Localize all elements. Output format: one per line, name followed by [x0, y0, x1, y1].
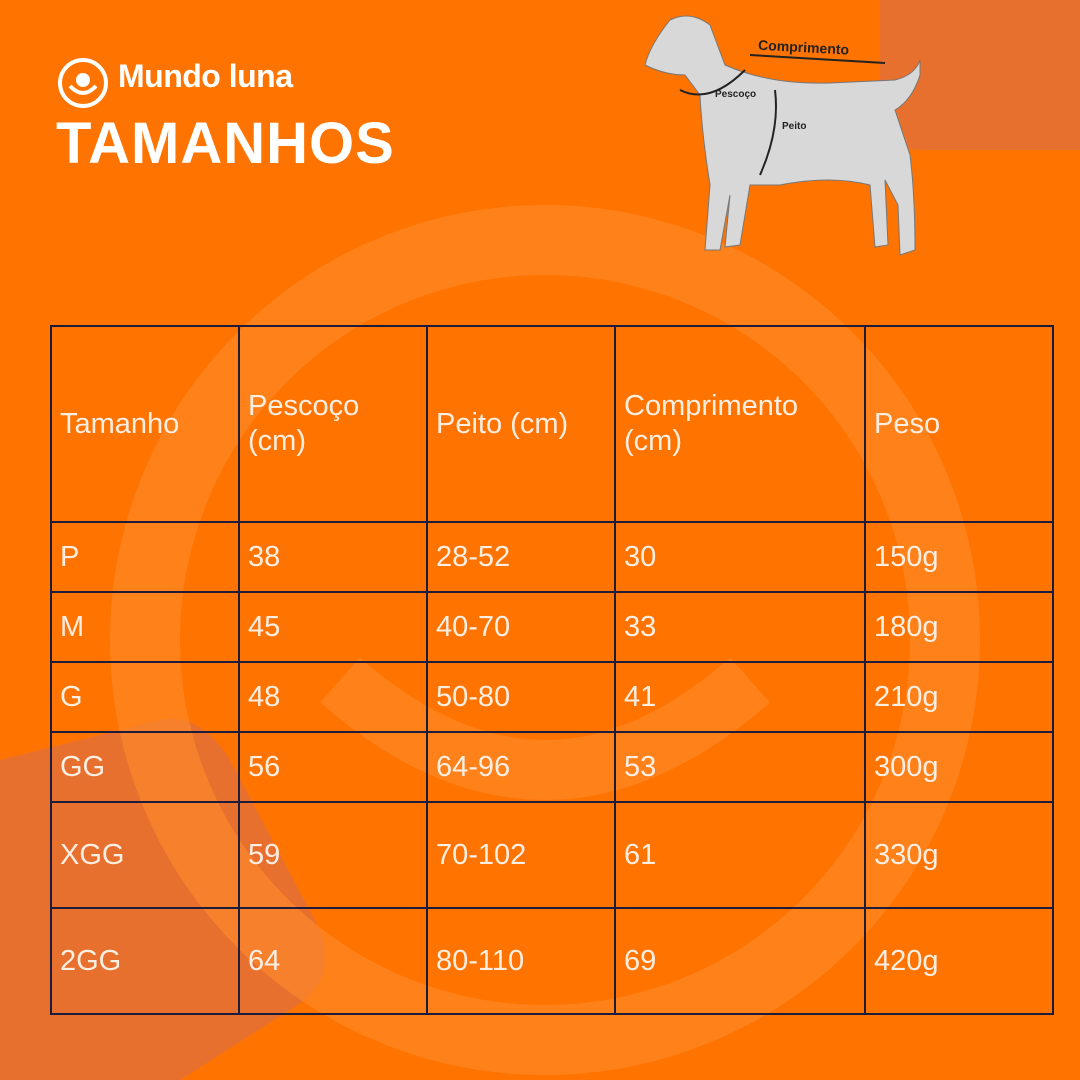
table-cell: M	[50, 591, 240, 663]
table-cell: 48	[238, 661, 428, 733]
table-cell: 80-110	[426, 907, 616, 1015]
header-row: Tamanho Pescoço (cm) Peito (cm) Comprimento…	[50, 325, 1054, 523]
diagram-label: Comprimento	[758, 37, 850, 58]
logo-icon	[58, 58, 108, 108]
table-cell: 330g	[864, 801, 1054, 909]
table-cell: G	[50, 661, 240, 733]
table-row: 2GG 64 80-110 69 420g	[50, 907, 1054, 1015]
table-cell: 53	[614, 731, 866, 803]
header-cell: Peso	[864, 325, 1054, 523]
diagram-label: Pescoço	[715, 89, 756, 100]
dog-diagram: Comprimento Pescoço Peito	[644, 15, 921, 256]
table-cell: 56	[238, 731, 428, 803]
table-cell: 50-80	[426, 661, 616, 733]
size-table: Tamanho Pescoço (cm) Peito (cm) Comprimento…	[50, 325, 1054, 1015]
table-cell: 28-52	[426, 521, 616, 593]
table-row: M 45 40-70 33 180g	[50, 591, 1054, 663]
table-cell: 59	[238, 801, 428, 909]
table-cell: 300g	[864, 731, 1054, 803]
table-row: P 38 28-52 30 150g	[50, 521, 1054, 593]
table-cell: 70-102	[426, 801, 616, 909]
table-cell: 61	[614, 801, 866, 909]
table-row: GG 56 64-96 53 300g	[50, 731, 1054, 803]
table-cell: 210g	[864, 661, 1054, 733]
table-cell: GG	[50, 731, 240, 803]
table-cell: 150g	[864, 521, 1054, 593]
table-cell: 30	[614, 521, 866, 593]
table-row: G 48 50-80 41 210g	[50, 661, 1054, 733]
table-row: XGG 59 70-102 61 330g	[50, 801, 1054, 909]
table-cell: P	[50, 521, 240, 593]
table-cell: 64	[238, 907, 428, 1015]
table-cell: 40-70	[426, 591, 616, 663]
table-cell: 64-96	[426, 731, 616, 803]
table-cell: 420g	[864, 907, 1054, 1015]
diagram-label: Peito	[782, 121, 806, 132]
header-cell: Pescoço (cm)	[238, 325, 428, 523]
header-cell: Tamanho	[50, 325, 240, 523]
table-cell: XGG	[50, 801, 240, 909]
table-cell: 45	[238, 591, 428, 663]
header-cell: Peito (cm)	[426, 325, 616, 523]
table-cell: 69	[614, 907, 866, 1015]
table-cell: 41	[614, 661, 866, 733]
brand-name: Mundo luna	[118, 58, 293, 94]
table-cell: 38	[238, 521, 428, 593]
page-title: TAMANHOS	[56, 111, 395, 176]
header-cell: Comprimento (cm)	[614, 325, 866, 523]
table-cell: 180g	[864, 591, 1054, 663]
table-cell: 2GG	[50, 907, 240, 1015]
table-cell: 33	[614, 591, 866, 663]
